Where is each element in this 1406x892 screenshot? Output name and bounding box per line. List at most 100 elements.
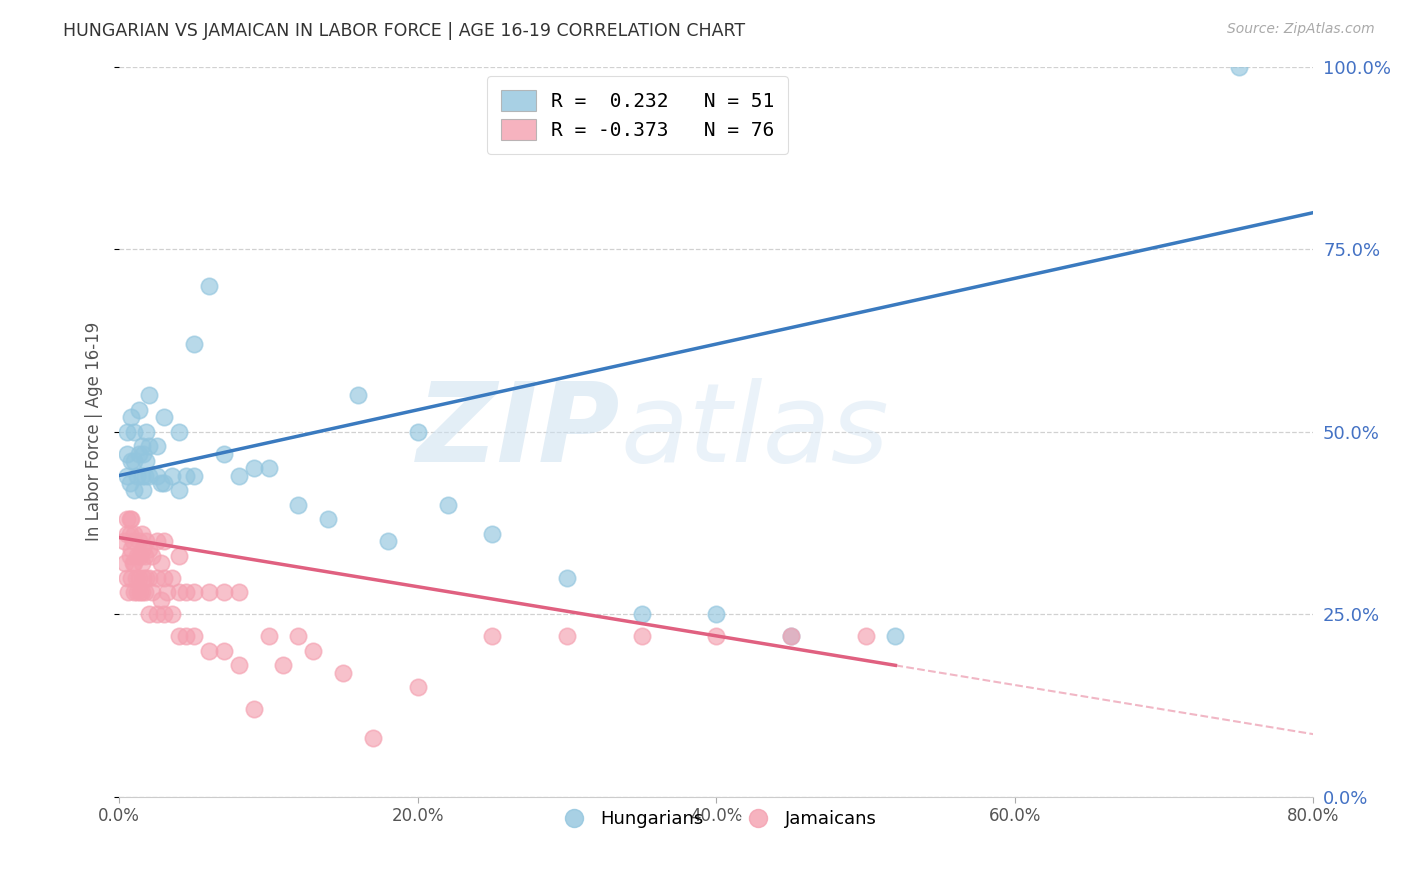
Point [128,447,150,461]
Point [198,585,221,599]
Point [122,556,145,570]
Point [406,680,429,694]
Point [555,629,578,643]
Point [212,644,235,658]
Point [145,534,167,549]
Point [131,556,153,570]
Point [131,468,153,483]
Point [481,629,503,643]
Point [118,549,141,563]
Point [160,607,183,622]
Point [167,549,190,563]
Point [122,585,145,599]
Text: HUNGARIAN VS JAMAICAN IN LABOR FORCE | AGE 16-19 CORRELATION CHART: HUNGARIAN VS JAMAICAN IN LABOR FORCE | A… [63,22,745,40]
Point [115,512,138,526]
Point [138,388,160,402]
Point [115,571,138,585]
Point [122,425,145,439]
Point [118,527,141,541]
Point [361,731,384,746]
Point [167,585,190,599]
Point [150,556,173,570]
Point [115,447,138,461]
Point [316,512,339,526]
Point [138,541,160,556]
Point [302,644,325,658]
Point [114,556,136,570]
Point [153,475,176,490]
Point [704,629,727,643]
Point [167,483,190,497]
Point [141,585,163,599]
Point [145,439,167,453]
Point [135,454,157,468]
Point [145,468,167,483]
Point [160,468,183,483]
Point [228,468,250,483]
Point [132,541,155,556]
Point [120,571,142,585]
Point [127,549,149,563]
Point [347,388,370,402]
Point [138,607,160,622]
Point [183,468,205,483]
Point [115,425,138,439]
Point [242,461,264,475]
Point [257,629,280,643]
Point [242,702,264,716]
Point [183,629,205,643]
Point [122,454,145,468]
Point [1227,60,1250,74]
Point [176,468,198,483]
Point [198,644,221,658]
Point [273,658,295,673]
Point [167,425,190,439]
Point [134,468,156,483]
Point [128,402,150,417]
Point [228,585,250,599]
Point [118,475,141,490]
Point [120,454,142,468]
Point [287,498,309,512]
Text: Source: ZipAtlas.com: Source: ZipAtlas.com [1227,22,1375,37]
Point [135,534,157,549]
Point [212,585,235,599]
Point [128,571,150,585]
Point [132,447,155,461]
Point [125,571,148,585]
Point [780,629,803,643]
Point [630,629,652,643]
Point [138,439,160,453]
Point [138,468,160,483]
Point [183,585,205,599]
Point [156,585,179,599]
Point [131,527,153,541]
Point [112,534,135,549]
Point [128,534,150,549]
Point [630,607,652,622]
Point [135,425,157,439]
Point [780,629,803,643]
Point [257,461,280,475]
Legend: Hungarians, Jamaicans: Hungarians, Jamaicans [548,803,884,835]
Point [121,556,143,570]
Point [141,549,163,563]
Point [134,549,156,563]
Point [127,468,149,483]
Point [153,571,176,585]
Point [198,278,221,293]
Text: ZIP: ZIP [418,378,621,485]
Point [120,512,142,526]
Point [287,629,309,643]
Point [153,410,176,425]
Point [115,527,138,541]
Point [167,629,190,643]
Point [121,534,143,549]
Point [377,534,399,549]
Point [406,425,429,439]
Point [132,571,155,585]
Point [129,549,152,563]
Point [555,571,578,585]
Point [228,658,250,673]
Point [117,585,139,599]
